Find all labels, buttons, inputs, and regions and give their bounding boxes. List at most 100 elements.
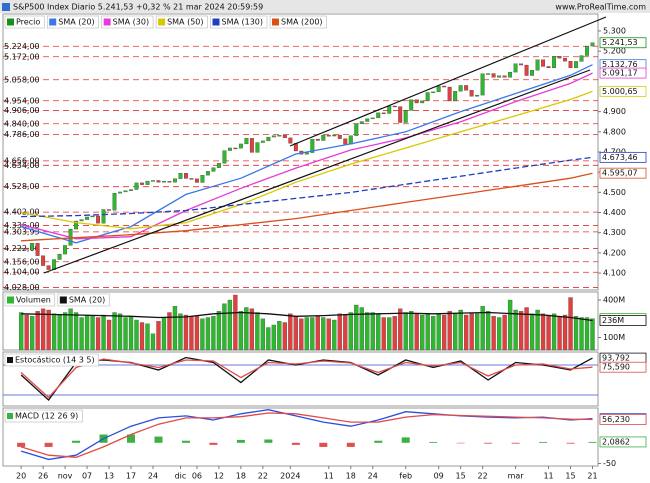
- histogram-bar: [209, 442, 218, 445]
- last-value-box: [599, 361, 647, 373]
- y-tick-label: 4.800: [603, 127, 626, 136]
- candle: [480, 73, 485, 96]
- x-tick-label: 22: [258, 472, 268, 481]
- panel-title: Estocástico (14 3 5): [15, 356, 95, 365]
- candle: [288, 137, 293, 144]
- candle: [35, 243, 40, 256]
- candle: [205, 171, 210, 176]
- volume-bar: [123, 317, 128, 351]
- legend-swatch: [7, 296, 14, 304]
- candle: [425, 92, 430, 101]
- volume-bar: [398, 308, 403, 351]
- volume-bar: [321, 317, 326, 351]
- volume-bar: [518, 311, 524, 351]
- histogram-bar: [484, 442, 493, 444]
- volume-bar: [178, 313, 183, 351]
- volume-bar: [57, 314, 62, 351]
- volume-bar: [469, 313, 474, 351]
- layers: 5.3005.2004.9004.8004.7004.6004.5004.400…: [3, 15, 647, 481]
- level-label: 4.303,93: [4, 227, 40, 236]
- last-value-box: [599, 67, 647, 79]
- volume-bar: [18, 312, 24, 351]
- last-value-box: [599, 436, 647, 448]
- volume-bar: [62, 312, 68, 351]
- x-tick-label: 11: [324, 472, 334, 481]
- level-label: 4.156,00: [4, 257, 40, 266]
- histogram-bar: [44, 442, 53, 447]
- candle: [370, 117, 375, 120]
- candle: [332, 134, 337, 137]
- trend-line: [43, 69, 591, 274]
- last-value-label: 5.241,53: [602, 38, 638, 47]
- histogram-bar: [456, 442, 465, 444]
- legend-box: [101, 15, 154, 29]
- x-tick-label: 20: [16, 472, 26, 481]
- level-label: 5.172,00: [4, 52, 40, 61]
- volume-bar: [480, 306, 485, 351]
- volume-bar: [524, 307, 529, 351]
- volume-bar: [128, 316, 134, 351]
- candle: [244, 138, 249, 145]
- candle: [266, 136, 271, 142]
- candle: [359, 121, 364, 124]
- candle: [282, 135, 287, 139]
- volume-bar: [387, 317, 392, 351]
- x-tick-label: dic: [175, 472, 187, 481]
- volume-bar: [376, 313, 381, 351]
- x-tick-label: 18: [346, 472, 356, 481]
- volume-bar: [584, 317, 590, 351]
- candle: [19, 247, 24, 250]
- last-value-box: [599, 37, 647, 49]
- candle: [546, 66, 551, 69]
- trend-line: [289, 16, 607, 147]
- candle: [409, 99, 414, 111]
- x-tick-label: 13: [104, 472, 114, 481]
- volume-bar: [244, 307, 249, 351]
- candle: [436, 85, 441, 93]
- last-value-box: [599, 315, 647, 326]
- candle: [227, 147, 232, 151]
- volume-bar: [381, 317, 386, 351]
- candle: [491, 73, 496, 78]
- volume-bar: [150, 333, 156, 351]
- legend-swatch: [49, 18, 57, 26]
- volume-bar: [315, 316, 320, 351]
- candle: [447, 86, 452, 102]
- volume-bar: [277, 321, 282, 351]
- series-line: [20, 72, 593, 240]
- volume-bar: [205, 317, 211, 351]
- series-line: [20, 90, 593, 230]
- legend-box: [4, 293, 56, 307]
- legend-swatch: [7, 18, 14, 26]
- x-tick-label: 2024: [280, 472, 300, 481]
- legend-swatch: [212, 18, 220, 26]
- volume-bar: [343, 314, 348, 351]
- candle: [524, 64, 529, 76]
- x-tick-label: feb: [399, 472, 412, 481]
- volume-bar: [46, 309, 51, 351]
- volume-bar: [414, 313, 419, 351]
- volume-bar: [35, 311, 40, 351]
- volume-bar: [579, 317, 584, 351]
- volume-bar: [299, 318, 304, 351]
- volume-bar: [288, 313, 293, 351]
- panel: 400M100M251M236MVolumenSMA (20): [4, 293, 647, 351]
- volume-bar: [211, 316, 216, 351]
- candle: [376, 112, 381, 119]
- candle: [167, 181, 172, 183]
- candle: [200, 175, 205, 183]
- volume-bar: [502, 314, 507, 351]
- candle: [354, 123, 359, 136]
- title: S&P500 Index Diario 5.241,53 +0,32 % 21 …: [13, 3, 263, 12]
- volume-bar: [326, 318, 331, 351]
- candle: [216, 163, 221, 168]
- histogram-bar: [346, 442, 355, 447]
- volume-bar: [282, 322, 287, 351]
- volume-bar: [112, 312, 117, 351]
- volume-bar: [249, 308, 255, 351]
- volume-bar: [238, 311, 244, 351]
- candle: [535, 59, 540, 71]
- histogram-bar: [374, 440, 383, 443]
- volume-bar: [403, 312, 408, 351]
- candle: [79, 219, 84, 222]
